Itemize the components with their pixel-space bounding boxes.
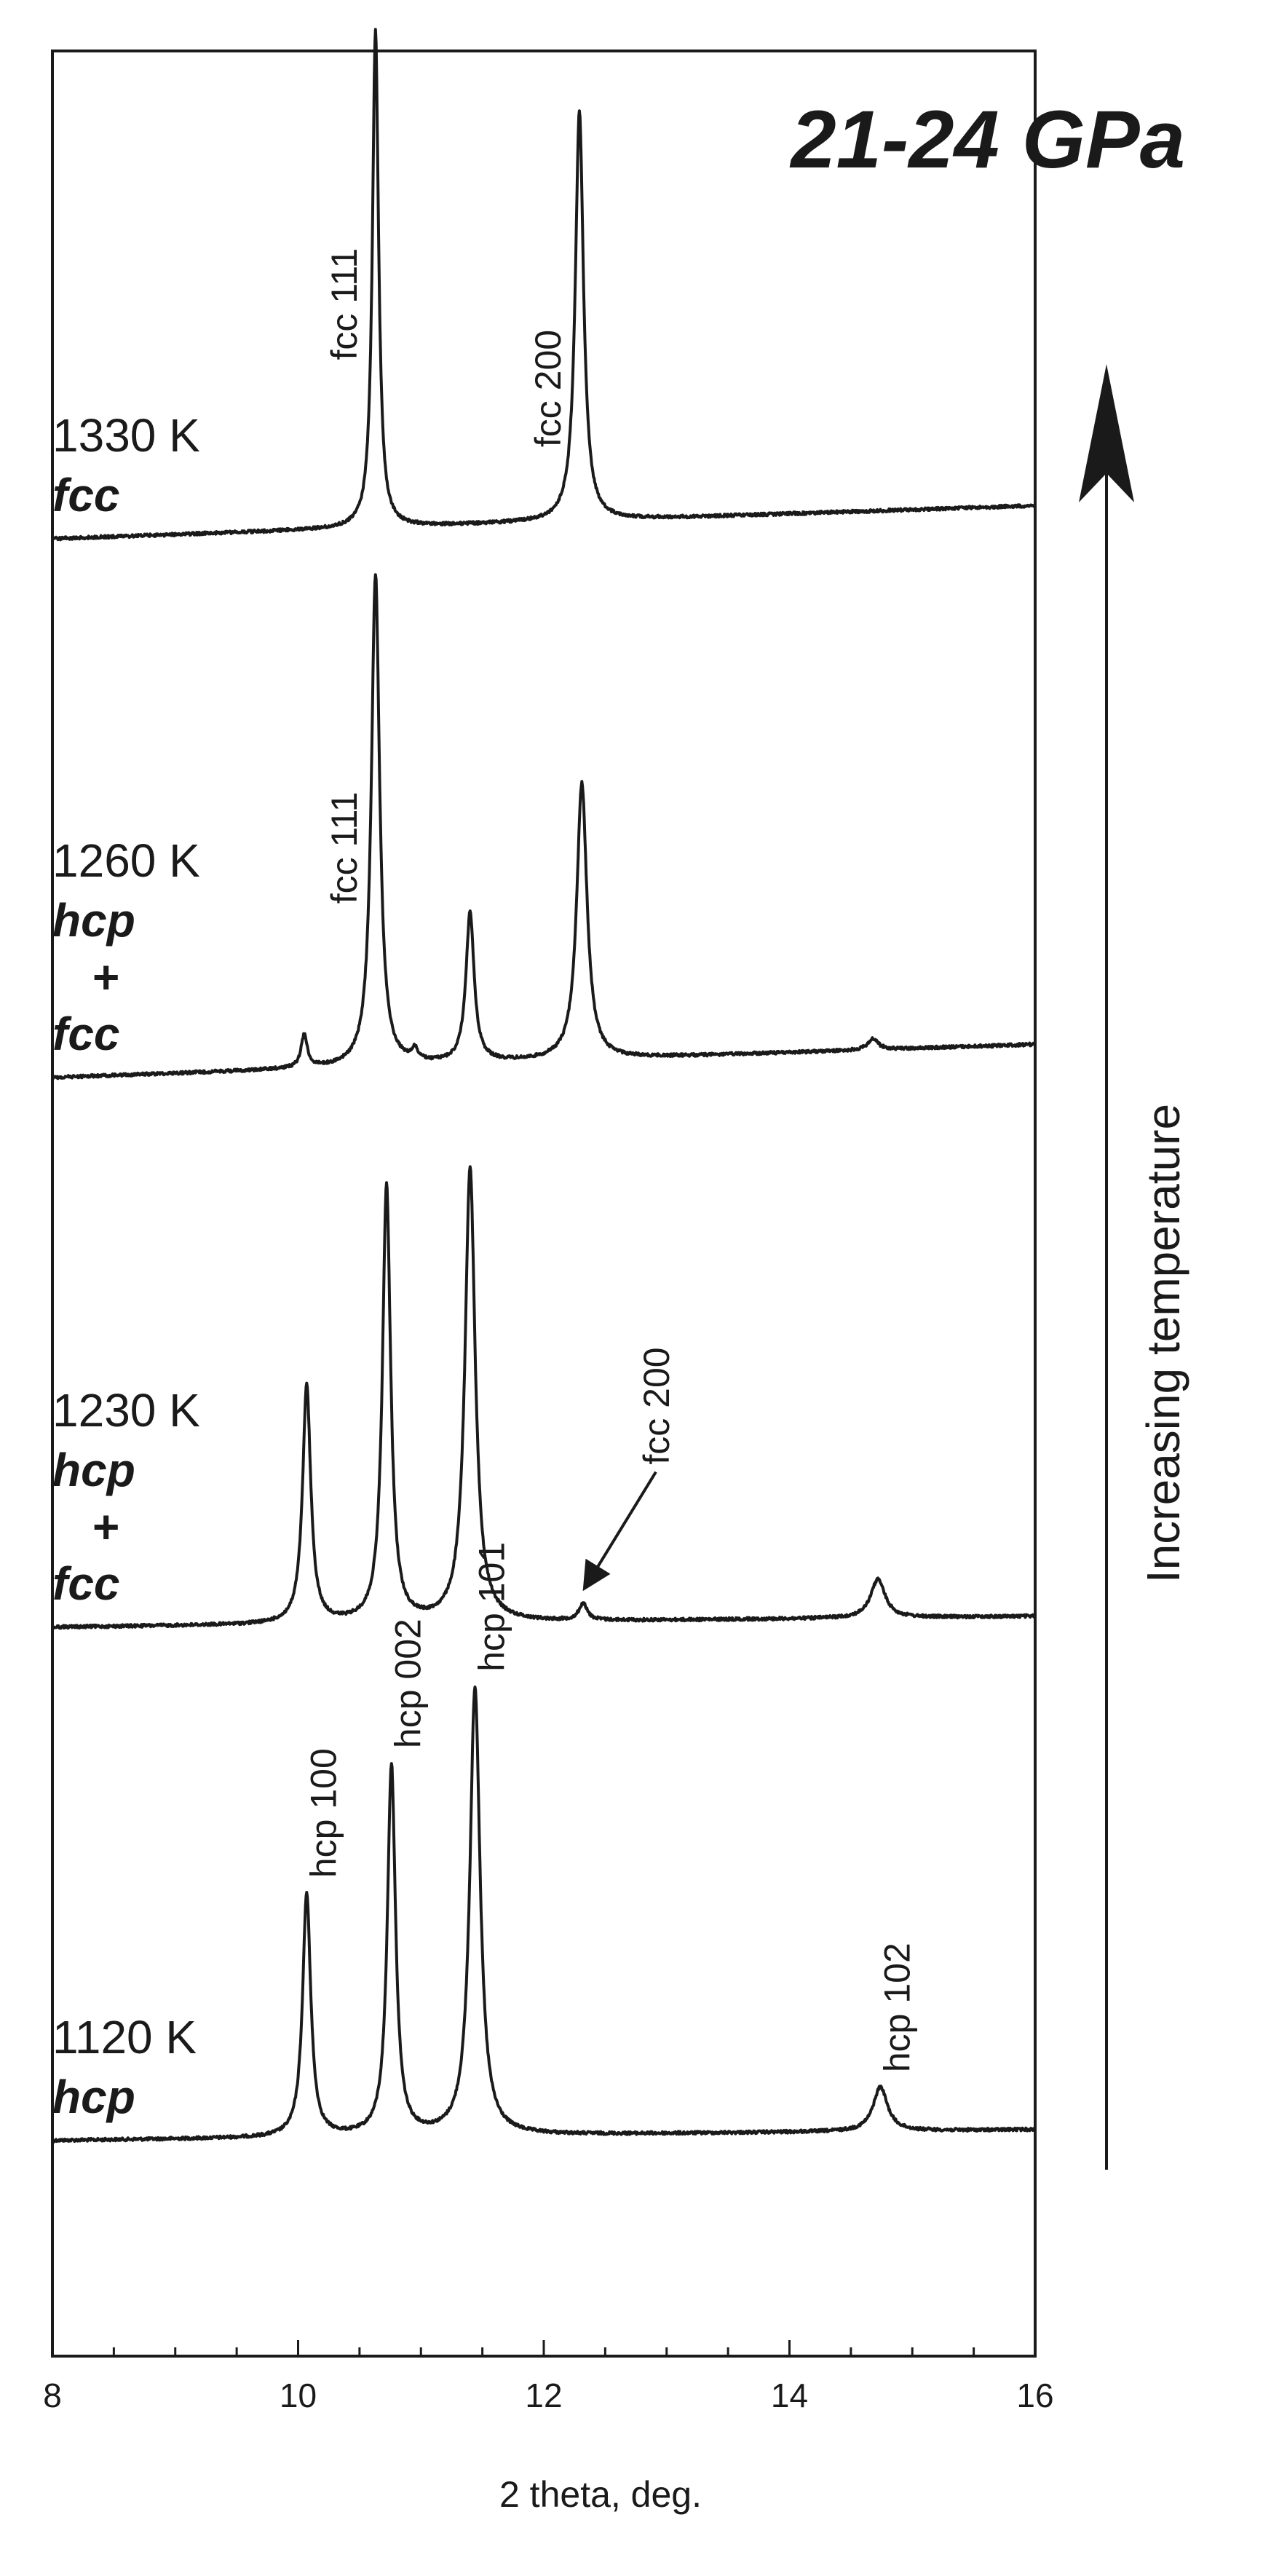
phase-label: hcp [52,2071,135,2123]
diffraction-trace-1 [51,1686,1037,2144]
x-tick-label: 14 [771,2377,808,2414]
diffraction-trace-3 [51,573,1037,1080]
phase-label: hcp [52,894,135,947]
peak-label: hcp 100 [303,1748,344,1878]
temperature-label: 1330 K [52,409,200,462]
x-tick-label: 12 [525,2377,562,2414]
diffraction-trace-4 [51,28,1037,542]
peak-label: fcc 200 [636,1347,677,1464]
trend-annotation-label: Increasing temperature [1137,1104,1189,1583]
peak-label: hcp 102 [876,1943,917,2072]
phase-label: fcc [52,1008,120,1060]
peak-label: fcc 111 [324,248,365,360]
phase-label: + [92,1501,119,1553]
peak-label: fcc 111 [324,791,365,904]
diffraction-trace-2 [51,1165,1037,1630]
peak-arrow [582,1471,657,1592]
x-tick-label: 8 [43,2377,62,2414]
peak-label: hcp 101 [472,1542,512,1672]
x-tick-label: 10 [280,2377,317,2414]
peak-label: fcc 200 [528,330,569,447]
phase-label: fcc [52,469,120,521]
temperature-label: 1120 K [52,2011,197,2063]
phase-label: hcp [52,1444,135,1496]
chart-title: 21-24 GPa [789,94,1185,185]
temperature-label: 1230 K [52,1384,200,1437]
phase-label: + [92,951,119,1003]
temperature-label: 1260 K [52,834,200,887]
peak-label: hcp 002 [388,1619,429,1748]
x-axis-label: 2 theta, deg. [499,2474,702,2515]
x-tick-label: 16 [1016,2377,1053,2414]
trend-arrow-head [1079,364,1134,502]
phase-label: fcc [52,1557,120,1610]
